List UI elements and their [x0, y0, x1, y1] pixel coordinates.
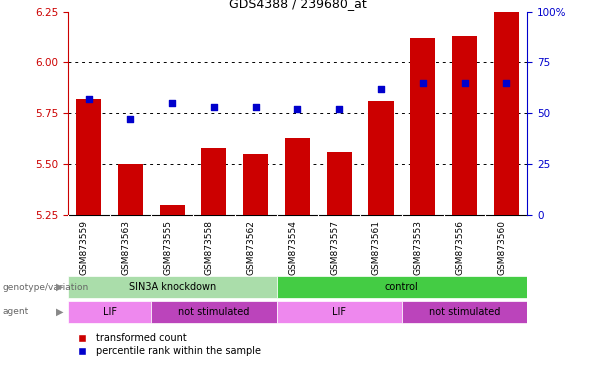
Text: GSM873555: GSM873555: [163, 220, 172, 275]
Text: GSM873559: GSM873559: [80, 220, 88, 275]
Bar: [494, 12, 519, 215]
Text: GSM873563: GSM873563: [121, 220, 130, 275]
Bar: [285, 138, 310, 215]
Text: GSM873562: GSM873562: [247, 220, 256, 275]
Text: LIF: LIF: [332, 307, 346, 317]
Point: [376, 86, 386, 92]
Text: genotype/variation: genotype/variation: [3, 283, 89, 291]
Bar: [402, 301, 527, 323]
Point: [335, 106, 344, 112]
Bar: [277, 301, 402, 323]
Text: not stimulated: not stimulated: [178, 307, 250, 317]
Text: GSM873558: GSM873558: [205, 220, 214, 275]
Legend: transformed count, percentile rank within the sample: transformed count, percentile rank withi…: [72, 333, 261, 356]
Text: ▶: ▶: [55, 307, 63, 317]
Bar: [410, 38, 435, 215]
Point: [293, 106, 302, 112]
Text: LIF: LIF: [102, 307, 117, 317]
Bar: [243, 154, 268, 215]
Bar: [277, 276, 527, 298]
Text: GSM873553: GSM873553: [413, 220, 423, 275]
Text: GSM873561: GSM873561: [372, 220, 381, 275]
Text: agent: agent: [3, 308, 29, 316]
Point: [167, 100, 177, 106]
Text: GSM873557: GSM873557: [330, 220, 339, 275]
Bar: [118, 164, 143, 215]
Text: GSM873556: GSM873556: [455, 220, 465, 275]
Point: [502, 79, 511, 86]
Bar: [160, 205, 185, 215]
Bar: [452, 36, 477, 215]
Text: SIN3A knockdown: SIN3A knockdown: [128, 282, 216, 292]
Text: GSM873554: GSM873554: [289, 220, 297, 275]
Bar: [151, 301, 277, 323]
Bar: [369, 101, 393, 215]
Point: [251, 104, 260, 110]
Text: ▶: ▶: [55, 282, 63, 292]
Point: [460, 79, 469, 86]
Title: GDS4388 / 239680_at: GDS4388 / 239680_at: [229, 0, 366, 10]
Bar: [327, 152, 352, 215]
Bar: [68, 276, 277, 298]
Point: [125, 116, 135, 122]
Point: [418, 79, 428, 86]
Point: [84, 96, 93, 102]
Text: GSM873560: GSM873560: [497, 220, 507, 275]
Bar: [68, 301, 151, 323]
Bar: [201, 148, 226, 215]
Text: not stimulated: not stimulated: [429, 307, 500, 317]
Bar: [76, 99, 101, 215]
Text: control: control: [385, 282, 419, 292]
Point: [209, 104, 219, 110]
